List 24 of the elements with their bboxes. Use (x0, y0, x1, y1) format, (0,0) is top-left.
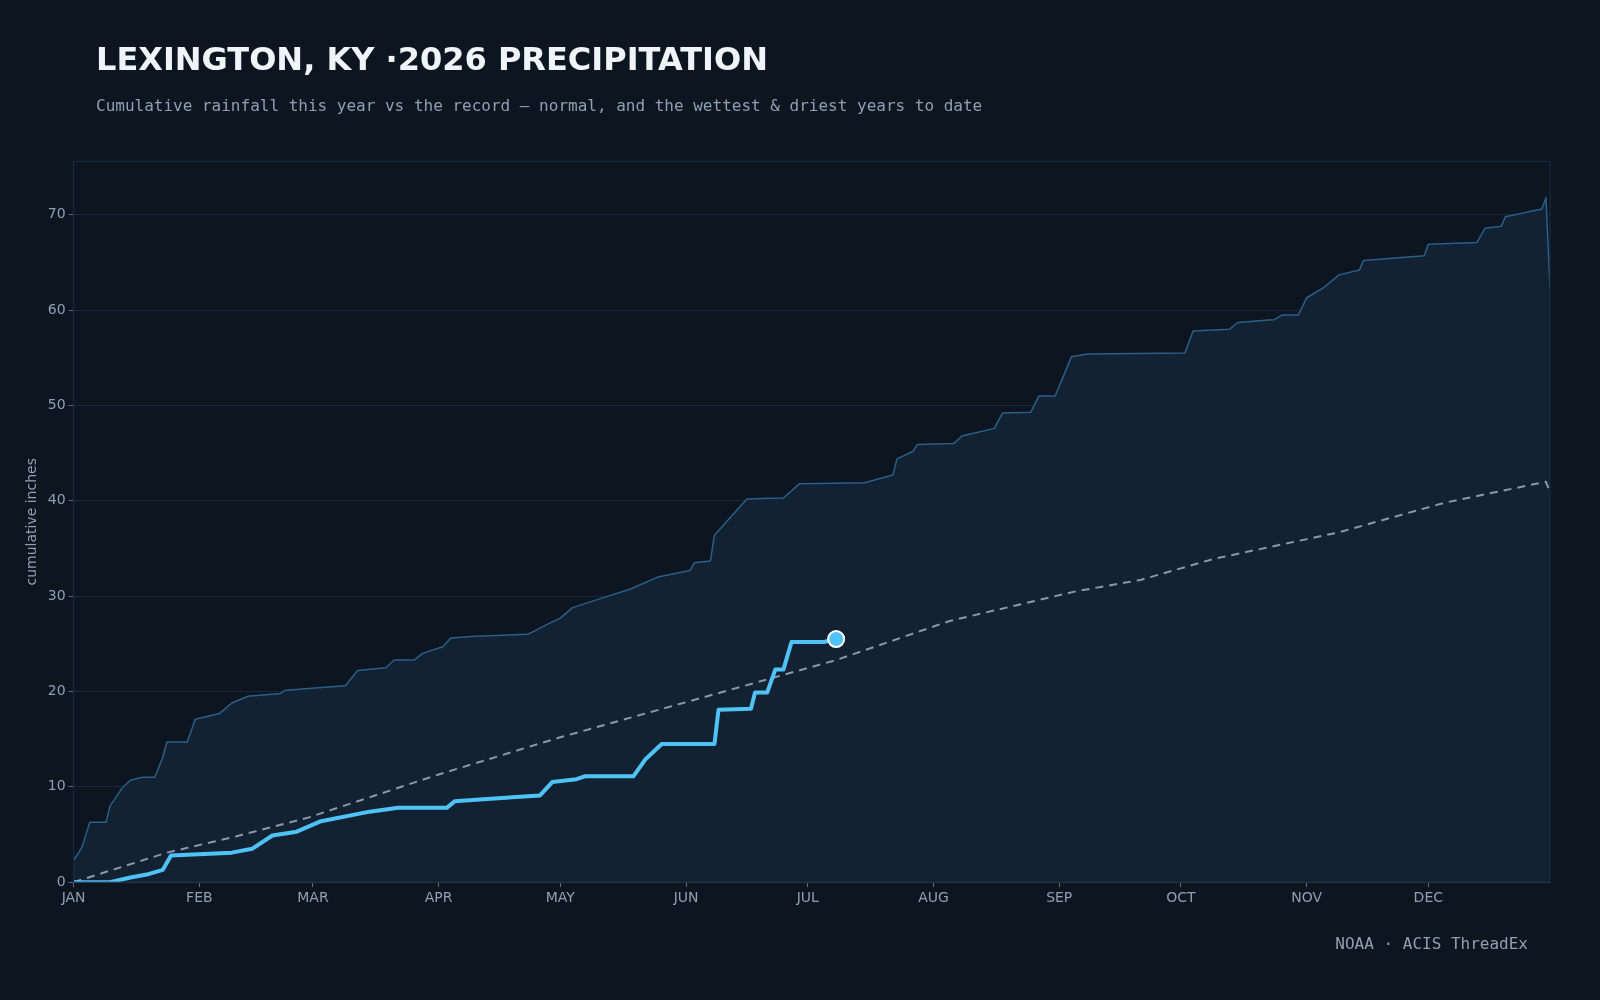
y-tick-label: 40 (47, 491, 66, 508)
x-tick-label: JUL (795, 889, 820, 906)
y-tick-label: 10 (47, 777, 66, 794)
y-tick-label: 30 (47, 586, 66, 603)
x-tick-label: MAY (545, 889, 576, 906)
text: NOAA · ACIS ThreadEx (1335, 934, 1528, 953)
y-tick-label: 70 (47, 205, 66, 222)
y-tick-label: 0 (56, 872, 66, 889)
x-tick-label: NOV (1291, 889, 1323, 906)
y-tick-label: 20 (47, 682, 66, 699)
x-tick-label: FEB (186, 889, 213, 906)
x-tick-label: SEP (1046, 889, 1073, 906)
chart-title: LEXINGTON, KY ·2026 PRECIPITATION (96, 40, 768, 78)
y-tick-label: 50 (47, 396, 66, 413)
x-tick-label: OCT (1166, 889, 1197, 906)
x-tick-label: AUG (918, 889, 949, 906)
chart-subtitle: Cumulative rainfall this year vs the record — normal, and the wettest & driest years to date (96, 96, 983, 115)
x-tick-label: JAN (60, 889, 86, 906)
x-tick-label: APR (424, 889, 453, 906)
x-tick-label: JUN (672, 889, 699, 906)
x-tick-label: MAR (297, 889, 329, 906)
y-tick-label: 60 (47, 300, 66, 317)
x-tick-label: DEC (1413, 889, 1444, 906)
y-axis-title: cumulative inches (23, 458, 40, 586)
